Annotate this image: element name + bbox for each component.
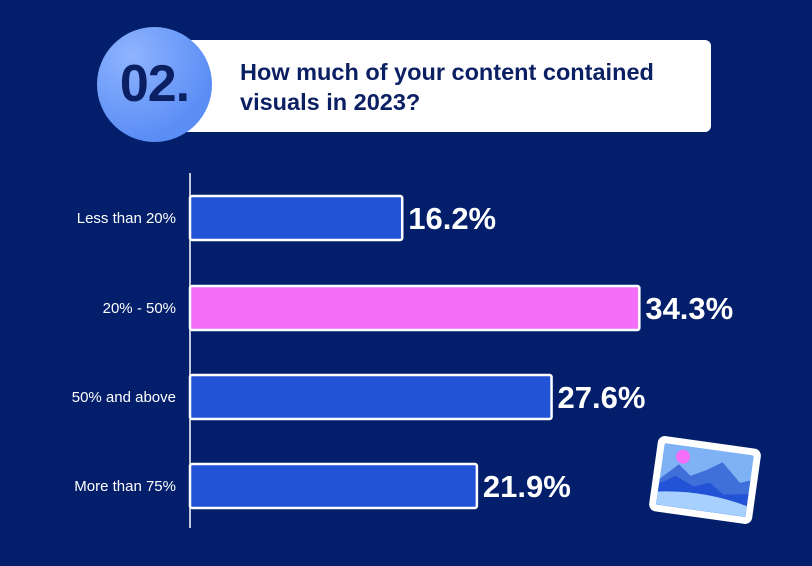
question-number-badge: 02.	[97, 27, 212, 142]
landscape-photo-icon	[649, 436, 761, 524]
category-label: 20% - 50%	[103, 300, 176, 317]
title-card	[170, 40, 711, 132]
data-label: 16.2%	[408, 201, 496, 236]
category-label: Less than 20%	[77, 210, 176, 227]
bar-2	[188, 373, 553, 421]
bar-1	[188, 284, 641, 332]
data-label: 27.6%	[558, 380, 646, 415]
question-number: 02.	[119, 55, 190, 113]
data-label: 21.9%	[483, 469, 571, 504]
data-label: 34.3%	[645, 291, 733, 326]
category-label: More than 75%	[74, 478, 176, 495]
category-label: 50% and above	[72, 389, 176, 406]
chart-title: How much of your content contained visua…	[240, 59, 654, 115]
bar-3	[188, 462, 479, 510]
bar-0	[188, 194, 404, 242]
